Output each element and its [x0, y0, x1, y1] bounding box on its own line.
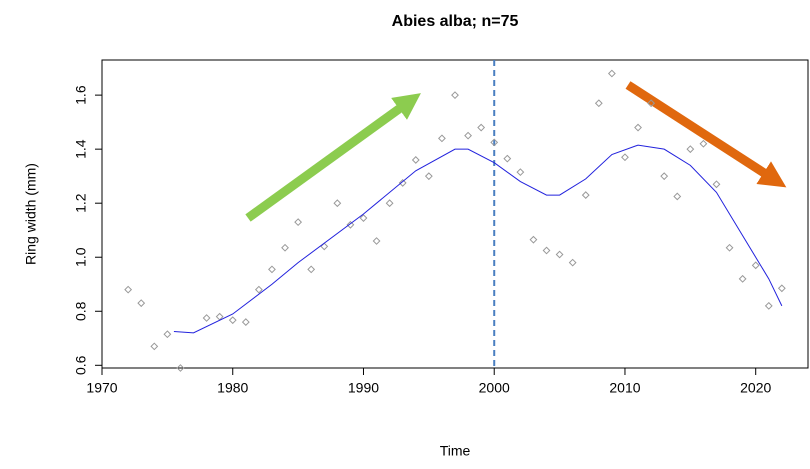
data-point — [673, 192, 682, 201]
data-point — [346, 220, 355, 229]
x-tick-label: 2020 — [740, 380, 771, 396]
data-point — [581, 191, 590, 199]
data-point — [333, 199, 342, 208]
data-point — [281, 243, 289, 252]
data-point — [725, 243, 734, 252]
data-point — [294, 218, 303, 227]
data-point — [398, 179, 407, 187]
data-point — [699, 139, 708, 148]
data-point — [124, 285, 133, 294]
y-tick-label: 1.4 — [73, 139, 89, 159]
data-point — [268, 265, 276, 274]
data-point — [359, 214, 368, 222]
data-point — [307, 265, 316, 274]
data-point — [529, 235, 538, 244]
data-point — [542, 246, 551, 255]
data-point — [647, 99, 656, 108]
data-point — [555, 250, 564, 259]
data-point — [464, 131, 472, 140]
data-point — [202, 314, 211, 322]
data-point — [424, 172, 433, 181]
down-arrow — [625, 81, 787, 188]
chart-title: Abies alba; n=75 — [392, 13, 519, 30]
x-tick-label: 2010 — [609, 380, 640, 396]
data-point — [634, 123, 642, 132]
data-point — [320, 242, 329, 251]
data-point — [503, 154, 512, 163]
smooth-line — [173, 144, 783, 334]
data-point — [490, 138, 499, 147]
data-point — [254, 285, 263, 294]
data-point — [241, 318, 250, 326]
data-point — [621, 153, 629, 162]
y-tick-label: 1.2 — [73, 193, 89, 213]
data-point — [764, 301, 773, 310]
plot-box — [101, 59, 809, 369]
x-tick-label: 1970 — [86, 380, 117, 396]
data-point — [712, 180, 721, 189]
data-point — [385, 199, 394, 208]
data-point — [137, 299, 146, 308]
data-point — [372, 237, 381, 245]
y-tick-label: 1.6 — [73, 85, 89, 105]
data-point — [451, 91, 459, 100]
x-tick-label: 1990 — [348, 380, 379, 396]
data-point — [176, 364, 185, 372]
data-point — [686, 145, 695, 154]
data-point — [568, 258, 577, 267]
y-tick-label: 0.8 — [73, 301, 89, 321]
data-point — [438, 134, 446, 143]
data-point — [477, 123, 486, 132]
x-axis-label: Time — [440, 443, 471, 459]
data-point — [411, 156, 420, 164]
x-tick-label: 1980 — [217, 380, 248, 396]
data-point — [660, 172, 669, 181]
data-point — [594, 99, 603, 108]
data-point — [751, 261, 760, 270]
x-tick-label: 2000 — [479, 380, 510, 396]
y-axis-label: Ring width (mm) — [23, 163, 39, 265]
data-point — [607, 69, 616, 78]
up-arrow — [245, 93, 421, 222]
y-tick-label: 1.0 — [73, 247, 89, 267]
data-point — [150, 342, 159, 351]
data-point — [163, 330, 172, 339]
data-point — [738, 274, 747, 283]
data-point — [777, 284, 786, 293]
y-tick-label: 0.6 — [73, 355, 89, 375]
data-point — [228, 316, 237, 325]
data-point — [516, 168, 525, 177]
